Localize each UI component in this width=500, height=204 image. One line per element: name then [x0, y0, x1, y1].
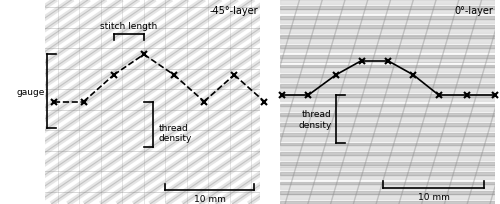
Text: -45°-layer: -45°-layer [209, 6, 258, 16]
Bar [280, 65, 495, 68]
Bar [280, 97, 495, 102]
Text: 0°-layer: 0°-layer [454, 6, 493, 16]
Bar [280, 49, 495, 53]
Bar [280, 192, 495, 194]
Bar [280, 136, 495, 141]
Bar [280, 165, 495, 170]
Bar [280, 85, 495, 88]
Bar [280, 10, 495, 14]
Bar [280, 201, 495, 204]
Bar [280, 162, 495, 165]
Bar [280, 114, 495, 116]
Text: gauge: gauge [16, 87, 45, 96]
Bar [280, 94, 495, 97]
Bar [280, 78, 495, 82]
Bar [280, 104, 495, 107]
Bar [280, 116, 495, 121]
Bar [280, 146, 495, 150]
Bar [280, 26, 495, 29]
Bar [280, 133, 495, 136]
Bar [280, 36, 495, 39]
Bar [280, 58, 495, 63]
Bar [280, 0, 495, 5]
Text: thread
density: thread density [298, 110, 332, 129]
Bar [280, 29, 495, 34]
Text: 10 mm: 10 mm [418, 192, 450, 201]
Bar [280, 19, 495, 24]
Bar [280, 172, 495, 175]
Bar [280, 88, 495, 92]
Bar [280, 194, 495, 199]
Bar [280, 126, 495, 131]
Bar [280, 75, 495, 78]
Bar [280, 175, 495, 180]
Bar [280, 17, 495, 19]
Bar [280, 39, 495, 43]
Bar [280, 46, 495, 49]
Bar [280, 107, 495, 112]
Bar [280, 155, 495, 160]
Text: 10 mm: 10 mm [194, 194, 226, 203]
Bar [280, 143, 495, 146]
Bar [280, 185, 495, 189]
Bar [280, 153, 495, 155]
Text: stitch length: stitch length [100, 22, 158, 31]
Bar [280, 182, 495, 185]
Bar [280, 7, 495, 10]
Bar [280, 123, 495, 126]
Bar [280, 68, 495, 73]
Text: thread
density: thread density [159, 123, 192, 142]
Bar [280, 55, 495, 58]
